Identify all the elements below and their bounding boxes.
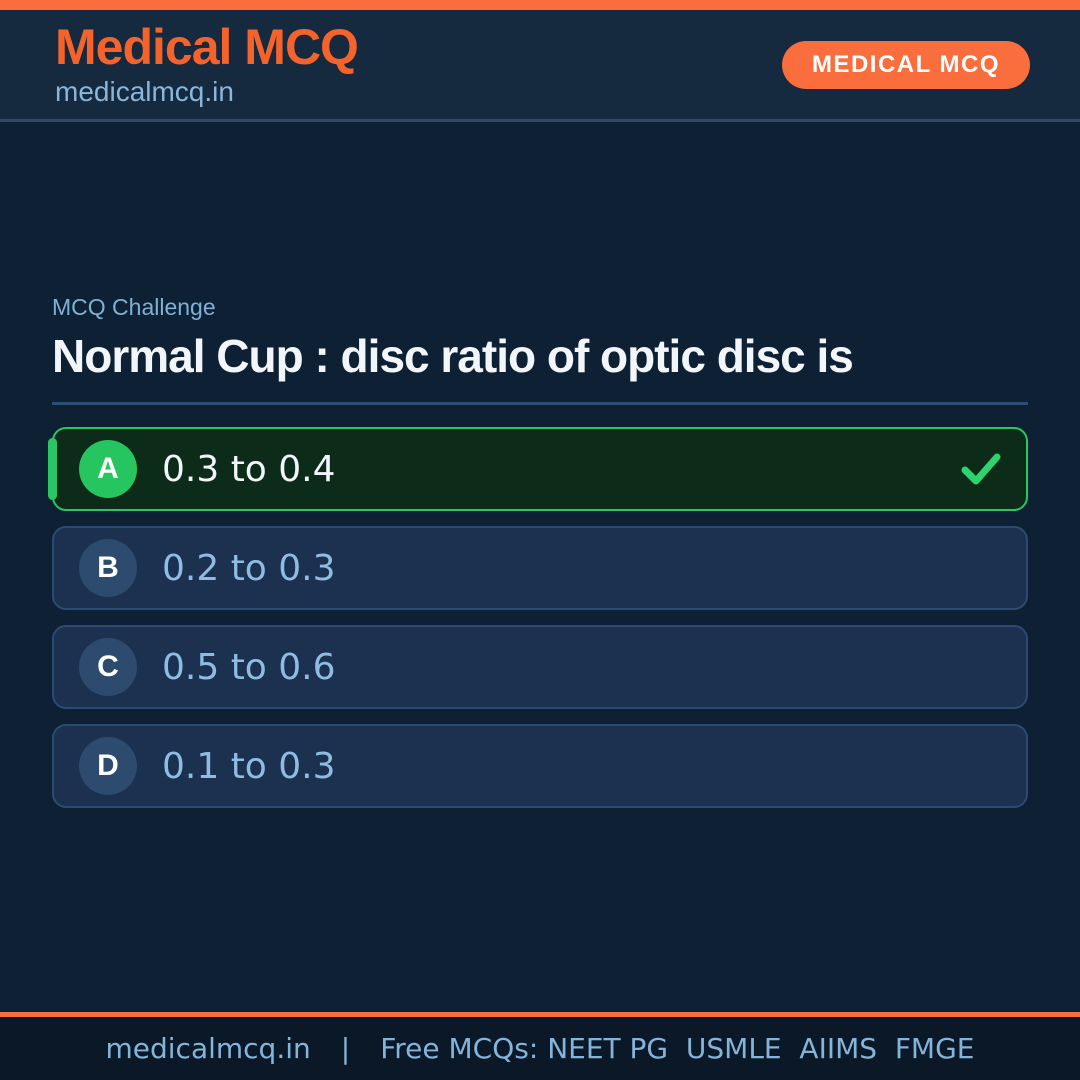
option-row[interactable]: B 0.2 to 0.3 (52, 526, 1028, 610)
option-letter-badge: A (79, 440, 137, 498)
brand-website: medicalmcq.in (55, 76, 234, 108)
option-letter-badge: B (79, 539, 137, 597)
checkmark-icon (960, 452, 1002, 486)
option-text: 0.1 to 0.3 (162, 745, 336, 787)
quiz-eyebrow-label: MCQ Challenge (52, 294, 216, 320)
main-content: MCQ Challenge Normal Cup : disc ratio of… (0, 294, 1080, 808)
option-letter-badge: C (79, 638, 137, 696)
correct-accent-bar (48, 438, 57, 500)
question-text: Normal Cup : disc ratio of optic disc is (52, 330, 854, 382)
options-list: A 0.3 to 0.4 B 0.2 to 0.3 C 0.5 to 0.6 D (48, 427, 1028, 808)
brand-title: Medical MCQ (55, 18, 359, 75)
footer: medicalmcq.in | Free MCQs: NEET PG USMLE… (0, 1012, 1080, 1080)
footer-website: medicalmcq.in (105, 1032, 311, 1065)
option-text: 0.2 to 0.3 (162, 547, 336, 589)
option-text: 0.5 to 0.6 (162, 646, 336, 688)
option-text: 0.3 to 0.4 (162, 448, 336, 490)
footer-tagline: Free MCQs: NEET PG USMLE AIIMS FMGE (380, 1032, 975, 1065)
option-letter-badge: D (79, 737, 137, 795)
option-row[interactable]: A 0.3 to 0.4 (48, 427, 1028, 511)
brand-block: Medical MCQ medicalmcq.in (55, 18, 359, 109)
footer-separator: | (340, 1032, 351, 1065)
header: Medical MCQ medicalmcq.in MEDICAL MCQ (0, 10, 1080, 122)
option-row[interactable]: D 0.1 to 0.3 (52, 724, 1028, 808)
option-row[interactable]: C 0.5 to 0.6 (52, 625, 1028, 709)
brand-badge: MEDICAL MCQ (781, 40, 1030, 89)
question-divider (52, 402, 1028, 405)
top-accent-bar (0, 0, 1080, 10)
